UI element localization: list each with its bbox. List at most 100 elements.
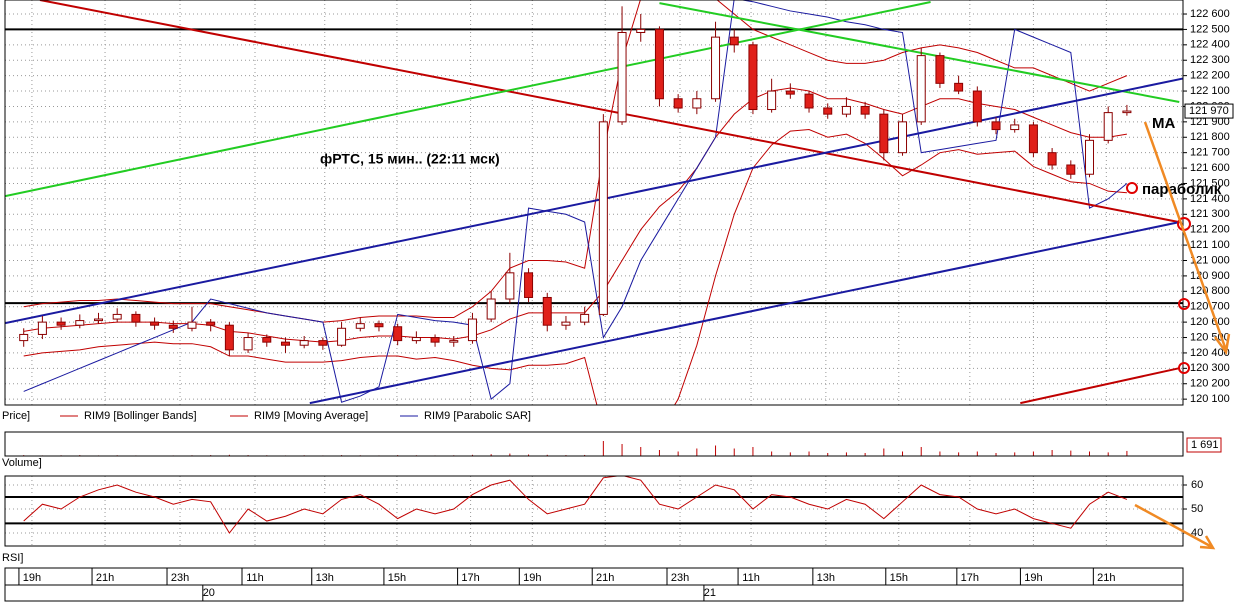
y-tick-label: 120 100 <box>1190 393 1230 405</box>
arrows <box>1134 121 1231 550</box>
candle-body <box>224 324 234 351</box>
volume-last-label: 1 691 <box>1191 439 1219 451</box>
candle-body <box>56 321 66 326</box>
markers <box>1126 182 1191 374</box>
trend-line <box>39 0 1180 224</box>
x-tick-label: 15h <box>388 572 406 584</box>
candle-body <box>767 90 777 111</box>
candle-body <box>1122 110 1132 114</box>
y-tick-label: 121 000 <box>1190 254 1230 266</box>
y-tick-label: 122 300 <box>1190 54 1230 66</box>
x-tick-label: 13h <box>316 572 334 584</box>
x-tick-label: 21h <box>1097 572 1115 584</box>
candle-body <box>879 113 889 154</box>
candle-body <box>206 321 216 326</box>
candle-body <box>411 337 421 342</box>
candle-body <box>823 107 833 115</box>
candle-body <box>804 93 814 109</box>
volume-last-box <box>1186 437 1222 453</box>
candle-body <box>75 320 85 326</box>
candle-body <box>374 323 384 328</box>
candle-body <box>972 90 982 123</box>
price-panel <box>5 0 1183 405</box>
candle-body <box>1010 124 1020 131</box>
candle-body <box>916 55 926 123</box>
y-tick-label: 121 300 <box>1190 208 1230 220</box>
y-tick-label: 120 800 <box>1190 285 1230 297</box>
chart-title: фРТС, 15 мин.. (22:11 мск) <box>320 151 500 167</box>
x-tick-label: 17h <box>461 572 479 584</box>
price-frame <box>4 0 1184 406</box>
y-tick-label: 120 200 <box>1190 378 1230 390</box>
y-tick-label: 122 600 <box>1190 8 1230 20</box>
candle-body <box>580 313 590 323</box>
x-tick-label: 19h <box>1024 572 1042 584</box>
candle-body <box>393 326 403 342</box>
candle-body <box>654 28 664 100</box>
arrow <box>1134 503 1216 550</box>
candle-body <box>617 32 627 123</box>
trend-line <box>5 77 1183 325</box>
candle-body <box>93 318 103 322</box>
x-tick-label: 21h <box>596 572 614 584</box>
candle-body <box>524 272 534 298</box>
marker <box>1178 362 1190 374</box>
candle-body <box>673 98 683 109</box>
y-tick-label: 120 600 <box>1190 316 1230 328</box>
rsi-frame <box>4 475 1184 547</box>
y-tick-label: 121 400 <box>1190 193 1230 205</box>
y-tick-label: 122 500 <box>1190 23 1230 35</box>
candle-body <box>542 296 552 326</box>
y-tick-label: 121 200 <box>1190 224 1230 236</box>
trend-line <box>5 1 931 198</box>
volume-frame <box>4 431 1184 457</box>
trend-line <box>659 2 1180 103</box>
legend-label: RIM9 [Moving Average] <box>254 410 368 422</box>
candle-body <box>37 321 47 335</box>
candle-body <box>841 105 851 115</box>
x-tick-label: 21h <box>96 572 114 584</box>
candle-body <box>898 121 908 154</box>
marker <box>1126 182 1138 194</box>
candle-body <box>729 36 739 46</box>
y-tick-label: 122 400 <box>1190 39 1230 51</box>
panel-label: Price] <box>2 410 30 422</box>
candle-body <box>337 327 347 346</box>
x-tick-label: 23h <box>171 572 189 584</box>
y-tick-label: 120 900 <box>1190 270 1230 282</box>
candle-body <box>1085 139 1095 175</box>
marker <box>1178 298 1190 310</box>
candle-body <box>112 313 122 320</box>
x-tick-label: 19h <box>523 572 541 584</box>
y-tick-label: 122 100 <box>1190 85 1230 97</box>
x-tick-label: 23h <box>671 572 689 584</box>
rsi-tick-label: 60 <box>1191 479 1203 491</box>
y-tick-label: 122 200 <box>1190 70 1230 82</box>
candle-body <box>168 324 178 329</box>
candle-body <box>1028 124 1038 154</box>
y-tick-label: 121 100 <box>1190 239 1230 251</box>
candle-body <box>954 82 964 92</box>
candle-body <box>243 337 253 351</box>
candle-body <box>860 105 870 115</box>
candle-body <box>505 272 515 300</box>
rsi-panel <box>5 476 1183 546</box>
y-tick-label: 120 300 <box>1190 362 1230 374</box>
annotation: параболик <box>1142 181 1222 198</box>
candle-body <box>355 323 365 329</box>
y-tick-label: 121 900 <box>1190 116 1230 128</box>
panel-label: Volume] <box>2 457 42 469</box>
x-tick-label: 17h <box>961 572 979 584</box>
candle-body <box>935 55 945 84</box>
candle-body <box>785 90 795 95</box>
bollinger-lower <box>23 129 1127 405</box>
candle-body <box>262 337 272 343</box>
trend-line <box>309 221 1180 405</box>
candle-body <box>318 340 328 346</box>
candle-body <box>430 337 440 343</box>
candle-body <box>187 321 197 329</box>
legend-label: RIM9 [Bollinger Bands] <box>84 410 197 422</box>
